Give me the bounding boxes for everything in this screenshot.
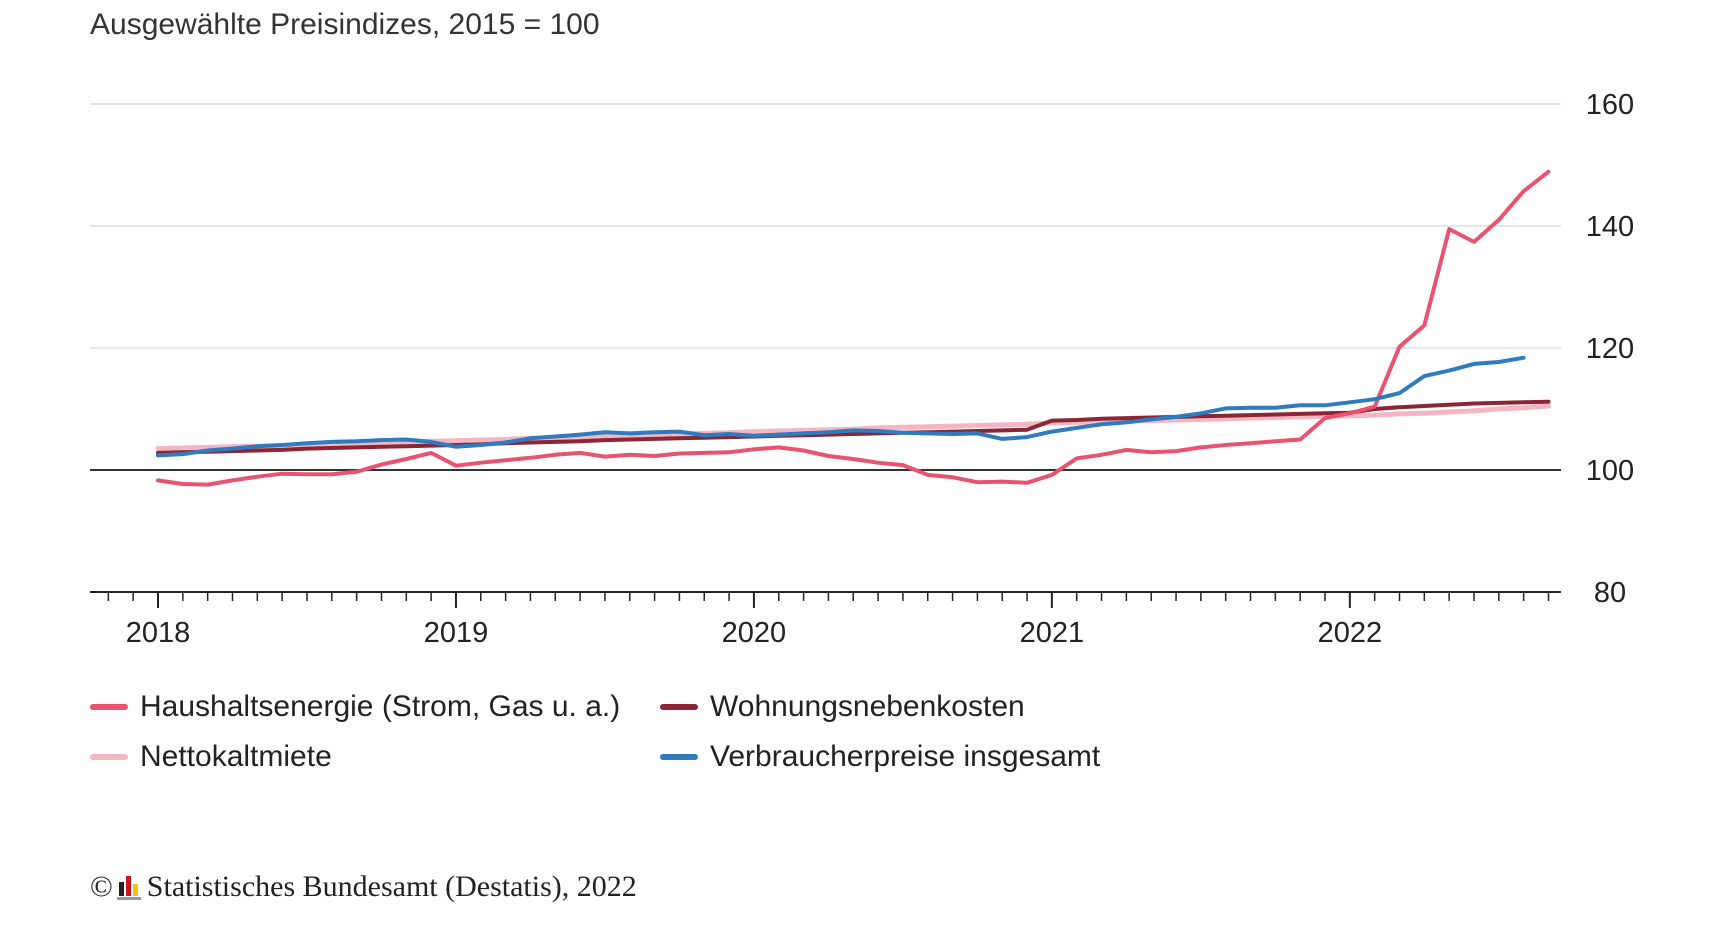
copyright-symbol: © xyxy=(90,870,113,903)
chart-subtitle: Ausgewählte Preisindizes, 2015 = 100 xyxy=(90,8,600,41)
chart-series xyxy=(155,169,1551,487)
legend-swatch-wohnungsnebenkosten xyxy=(660,704,698,710)
x-axis: 2018 2019 2020 2021 2022 xyxy=(90,591,1561,649)
legend-swatch-nettokaltmiete xyxy=(90,754,128,760)
chart-legend: Haushaltsenergie (Strom, Gas u. a.) Wohn… xyxy=(90,690,1190,800)
destatis-logo-icon xyxy=(116,874,143,900)
legend-label: Verbraucherpreise insgesamt xyxy=(710,740,1101,773)
x-tick-label: 2020 xyxy=(722,617,787,649)
legend-label: Haushaltsenergie (Strom, Gas u. a.) xyxy=(140,690,621,723)
y-tick-label: 80 xyxy=(1594,577,1626,609)
chart-gridlines xyxy=(90,103,1561,471)
legend-item-wohnungsnebenkosten: Wohnungsnebenkosten xyxy=(660,690,1025,724)
y-axis: 80 100 120 140 160 xyxy=(1586,89,1634,609)
y-tick-label: 160 xyxy=(1586,89,1634,121)
legend-item-nettokaltmiete: Nettokaltmiete xyxy=(90,740,332,774)
legend-swatch-haushaltsenergie xyxy=(90,704,128,710)
legend-label: Wohnungsnebenkosten xyxy=(710,690,1025,723)
source-note: © Statistisches Bundesamt (Destatis), 20… xyxy=(90,870,637,904)
legend-label: Nettokaltmiete xyxy=(140,740,332,773)
x-tick-label: 2021 xyxy=(1020,617,1085,649)
y-tick-label: 120 xyxy=(1586,333,1634,365)
series-line xyxy=(156,169,1551,487)
x-tick-label: 2022 xyxy=(1318,617,1383,649)
x-tick-label: 2019 xyxy=(424,617,489,649)
series-line xyxy=(156,399,1551,455)
line-chart: 2018 2019 2020 2021 2022 80 100 120 140 160 xyxy=(90,89,1634,649)
x-tick-label: 2018 xyxy=(126,617,191,649)
legend-swatch-verbraucherpreise xyxy=(660,754,698,760)
source-text: Statistisches Bundesamt (Destatis), 2022 xyxy=(146,870,637,903)
series-line xyxy=(156,355,1526,458)
legend-item-haushaltsenergie: Haushaltsenergie (Strom, Gas u. a.) xyxy=(90,690,620,724)
y-tick-label: 100 xyxy=(1586,455,1634,487)
y-tick-label: 140 xyxy=(1586,211,1634,243)
legend-item-verbraucherpreise: Verbraucherpreise insgesamt xyxy=(660,740,1100,774)
